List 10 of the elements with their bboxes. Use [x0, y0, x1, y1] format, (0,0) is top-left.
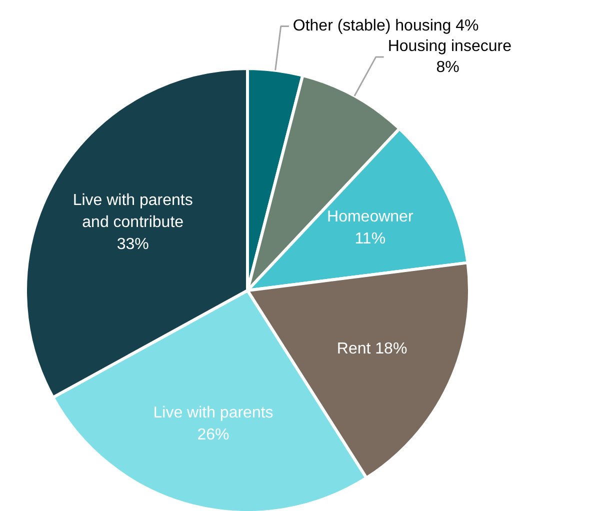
data-label: 26%	[197, 426, 230, 444]
slice-label: Live with parents and contribute	[72, 192, 193, 232]
slice-label: Rent 18%	[336, 340, 408, 358]
slice-label: Other (stable) housing 4%	[292, 18, 479, 35]
data-label: 33%	[116, 236, 149, 254]
slice-label: Live with parents	[153, 404, 274, 422]
slice-label: Homeowner	[327, 208, 414, 226]
data-label: 8%	[436, 59, 460, 76]
data-label: 11%	[354, 230, 386, 248]
slice-label: Housing insecure	[388, 38, 512, 56]
